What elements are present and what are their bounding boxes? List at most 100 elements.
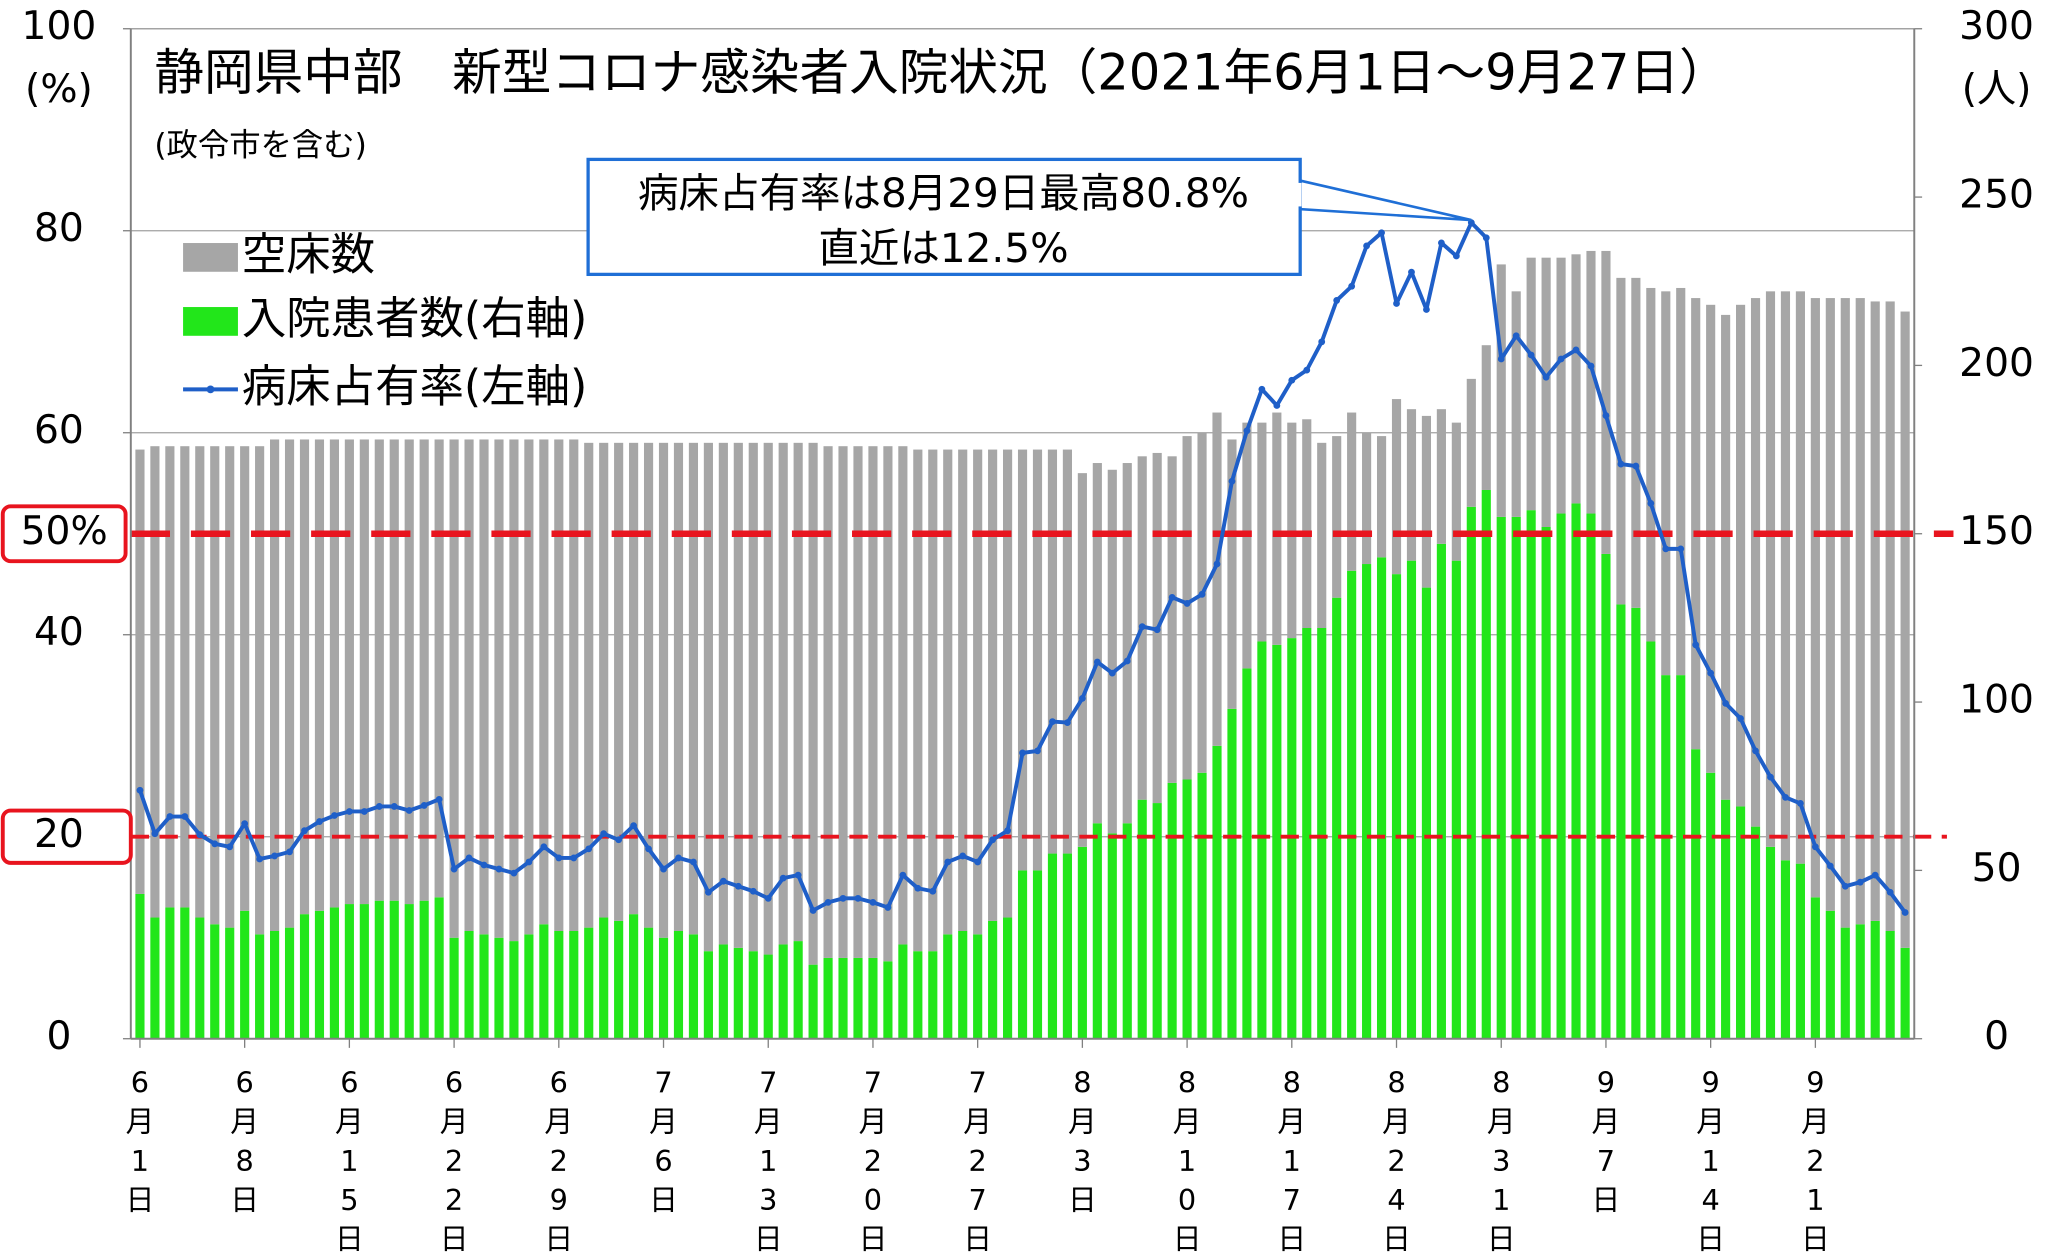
bar [150, 446, 160, 918]
line-marker [1767, 773, 1774, 781]
bar [614, 920, 624, 1039]
line-marker [944, 858, 952, 866]
line-marker [495, 865, 503, 873]
bar [374, 900, 384, 1039]
x-tick-char: 2 [550, 1144, 568, 1178]
bar [1317, 442, 1327, 628]
x-tick-label: 9 月 7 日 [1592, 1065, 1621, 1217]
line-marker [1871, 871, 1879, 879]
bar [808, 964, 818, 1039]
bar [718, 944, 728, 1039]
bar [1077, 473, 1087, 847]
bar [270, 930, 280, 1039]
line-marker [1168, 593, 1176, 601]
bar [1451, 422, 1461, 561]
line-marker [1632, 462, 1640, 470]
line-marker [1138, 623, 1146, 631]
bar [1765, 291, 1776, 847]
x-tick-char: 9 [550, 1183, 568, 1217]
bar [629, 914, 639, 1039]
bar [1661, 675, 1671, 1039]
x-tick-char: 月 [1592, 1105, 1621, 1139]
line-marker [151, 830, 159, 838]
annotation-joint [1296, 182, 1302, 207]
line-marker [585, 845, 593, 853]
bar [1003, 449, 1013, 918]
line-marker [1348, 282, 1356, 290]
bar [883, 961, 893, 1039]
x-tick-char: 9 [1597, 1065, 1615, 1099]
bar [1107, 833, 1117, 1039]
x-tick-label: 6 月 2 9 日 [544, 1065, 573, 1253]
line-marker [794, 871, 802, 879]
bar [838, 446, 848, 958]
bar [1227, 708, 1237, 1039]
bar [434, 439, 444, 898]
bar [1092, 463, 1102, 824]
bar [1676, 287, 1686, 676]
line-marker [1258, 385, 1266, 393]
bar [225, 446, 235, 928]
bar [1556, 513, 1566, 1039]
x-tick-label: 6 月 1 日 [126, 1065, 155, 1217]
x-tick-char: 4 [1387, 1183, 1405, 1217]
y2-axis-label: (人) [1962, 67, 2032, 112]
x-tick-label: 8 月 3 1 日 [1487, 1065, 1516, 1253]
x-tick-char: 日 [1382, 1222, 1411, 1253]
x-tick-char: 5 [340, 1183, 358, 1217]
bar [1541, 257, 1551, 528]
bar [1451, 560, 1461, 1039]
line-marker [1707, 669, 1715, 677]
bar [374, 439, 384, 901]
x-tick-char: 7 [864, 1065, 882, 1099]
line-marker [600, 830, 608, 838]
bar [1481, 345, 1491, 490]
bar [718, 442, 728, 945]
bar [1855, 298, 1865, 925]
x-tick-char: 1 [1806, 1183, 1824, 1217]
x-tick-char: 月 [1173, 1105, 1202, 1139]
x-tick-char: 日 [859, 1222, 888, 1253]
line-marker [360, 808, 368, 815]
bar [299, 439, 310, 915]
line-marker [690, 858, 697, 866]
x-tick-char: 日 [1277, 1222, 1306, 1253]
x-tick-label: 7 月 2 0 日 [859, 1065, 888, 1253]
bar [1870, 301, 1880, 921]
line-marker [1557, 355, 1565, 363]
line-marker [1722, 700, 1730, 707]
bar [539, 439, 549, 925]
x-tick-char: 月 [1068, 1105, 1097, 1139]
bar [1032, 870, 1043, 1039]
x-tick-char: 7 [969, 1183, 987, 1217]
line-marker [1393, 300, 1400, 307]
bar [1122, 463, 1132, 824]
bar [1332, 597, 1342, 1039]
line-marker [1183, 600, 1191, 607]
bar [344, 439, 354, 905]
bar [1436, 409, 1446, 544]
bar [359, 439, 369, 905]
bar [419, 439, 429, 901]
bar [658, 442, 669, 938]
line-marker [1363, 242, 1370, 250]
bar [838, 957, 848, 1039]
bar [1840, 298, 1850, 928]
x-tick-char: 月 [1277, 1105, 1306, 1139]
bar [165, 446, 175, 908]
legend-label: 入院患者数(右軸) [242, 293, 588, 344]
line-marker [764, 894, 772, 902]
x-tick-char: 9 [1702, 1065, 1720, 1099]
bar [240, 446, 250, 911]
bar [464, 930, 474, 1039]
x-tick-char: 2 [445, 1144, 463, 1178]
x-tick-label: 7 月 2 7 日 [963, 1065, 992, 1253]
bar [524, 934, 534, 1039]
line-marker [1602, 412, 1610, 419]
x-tick-char: 月 [230, 1105, 259, 1139]
annotation-text: 病床占有率は8月29日最高80.8% [638, 169, 1249, 217]
line-marker [1856, 878, 1864, 886]
bar [1272, 644, 1282, 1039]
bar [1092, 823, 1102, 1039]
